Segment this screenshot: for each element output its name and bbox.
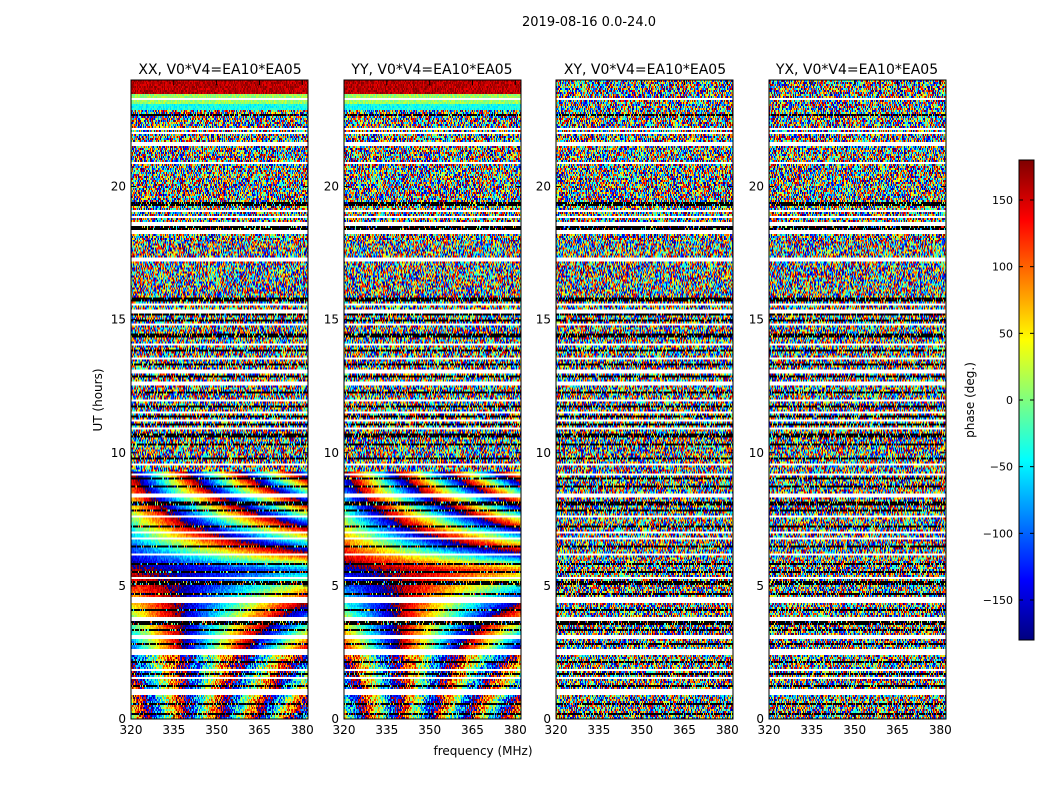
- x-tick-label: 335: [162, 723, 185, 737]
- figure-suptitle: 2019-08-16 0.0-24.0: [522, 15, 656, 30]
- x-tick-label: 380: [929, 723, 952, 737]
- y-tick-label: 10: [536, 446, 551, 460]
- heatmap-image: [769, 80, 946, 719]
- panel-yy: YY, V0*V4=EA10*EA05 320 335 350 365 380 0 5 10 1…: [324, 62, 527, 737]
- panel-xy: XY, V0*V4=EA10*EA05 320 335 350 365 380 0 5 10 1…: [536, 62, 739, 737]
- x-tick-label: 320: [758, 723, 781, 737]
- y-axis-label: UT (hours): [91, 368, 105, 431]
- y-tick-label: 5: [331, 579, 339, 593]
- y-tick-label: 15: [111, 313, 126, 327]
- x-tick-label: 320: [333, 723, 356, 737]
- y-tick-label: 10: [111, 446, 126, 460]
- plot-frame: [130, 79, 309, 720]
- panel-title: XX, V0*V4=EA10*EA05: [138, 62, 301, 78]
- plot-frame: [343, 79, 522, 720]
- heatmap-image: [556, 80, 733, 719]
- panel-title: YY, V0*V4=EA10*EA05: [350, 62, 512, 78]
- x-tick-label: 320: [545, 723, 568, 737]
- panel-xx: XX, V0*V4=EA10*EA05 320 335 350 365 380 0 5 10 1…: [111, 62, 314, 737]
- colorbar-tick-label: −150: [983, 594, 1013, 607]
- y-tick-label: 10: [749, 446, 764, 460]
- heatmap-image: [131, 80, 308, 719]
- colorbar-tick-label: 100: [992, 261, 1013, 274]
- y-tick-label: 0: [331, 712, 339, 726]
- plot-frame: [768, 79, 947, 720]
- plot-frame: [555, 79, 734, 720]
- x-tick-label: 380: [504, 723, 527, 737]
- panel-title: YX, V0*V4=EA10*EA05: [775, 62, 938, 78]
- y-tick-label: 20: [324, 180, 339, 194]
- y-tick-label: 10: [324, 446, 339, 460]
- x-tick-label: 365: [461, 723, 484, 737]
- y-tick-label: 5: [118, 579, 126, 593]
- x-axis-label: frequency (MHz): [433, 744, 532, 758]
- x-tick-label: 335: [587, 723, 610, 737]
- y-tick-label: 5: [756, 579, 764, 593]
- y-tick-label: 20: [111, 180, 126, 194]
- x-tick-label: 350: [418, 723, 441, 737]
- y-tick-label: 0: [543, 712, 551, 726]
- colorbar-tick-label: 0: [1006, 394, 1013, 407]
- panel-yx: YX, V0*V4=EA10*EA05 320 335 350 365 380 0 5 10 1…: [749, 62, 952, 737]
- x-tick-label: 365: [886, 723, 909, 737]
- colorbar-label: phase (deg.): [963, 362, 977, 438]
- x-tick-label: 350: [843, 723, 866, 737]
- y-tick-label: 20: [749, 180, 764, 194]
- y-tick-label: 15: [324, 313, 339, 327]
- y-tick-label: 5: [543, 579, 551, 593]
- colorbar-tick-label: −50: [990, 461, 1013, 474]
- x-tick-label: 335: [800, 723, 823, 737]
- x-tick-label: 335: [375, 723, 398, 737]
- colorbar: phase (deg.) 150 100 50 0 −50 −100 −150: [963, 159, 1035, 641]
- y-tick-label: 20: [536, 180, 551, 194]
- panel-title: XY, V0*V4=EA10*EA05: [564, 62, 726, 78]
- x-tick-label: 380: [716, 723, 739, 737]
- y-tick-label: 0: [756, 712, 764, 726]
- y-tick-label: 0: [118, 712, 126, 726]
- x-tick-label: 380: [291, 723, 314, 737]
- heatmap-image: [344, 80, 521, 719]
- y-tick-label: 15: [536, 313, 551, 327]
- x-tick-label: 350: [205, 723, 228, 737]
- x-tick-label: 365: [248, 723, 271, 737]
- x-tick-label: 350: [630, 723, 653, 737]
- colorbar-tick-label: 150: [992, 194, 1013, 207]
- colorbar-tick-label: 50: [999, 327, 1013, 340]
- x-tick-label: 365: [673, 723, 696, 737]
- colorbar-tick-label: −100: [983, 527, 1013, 540]
- y-tick-label: 15: [749, 313, 764, 327]
- x-tick-label: 320: [120, 723, 143, 737]
